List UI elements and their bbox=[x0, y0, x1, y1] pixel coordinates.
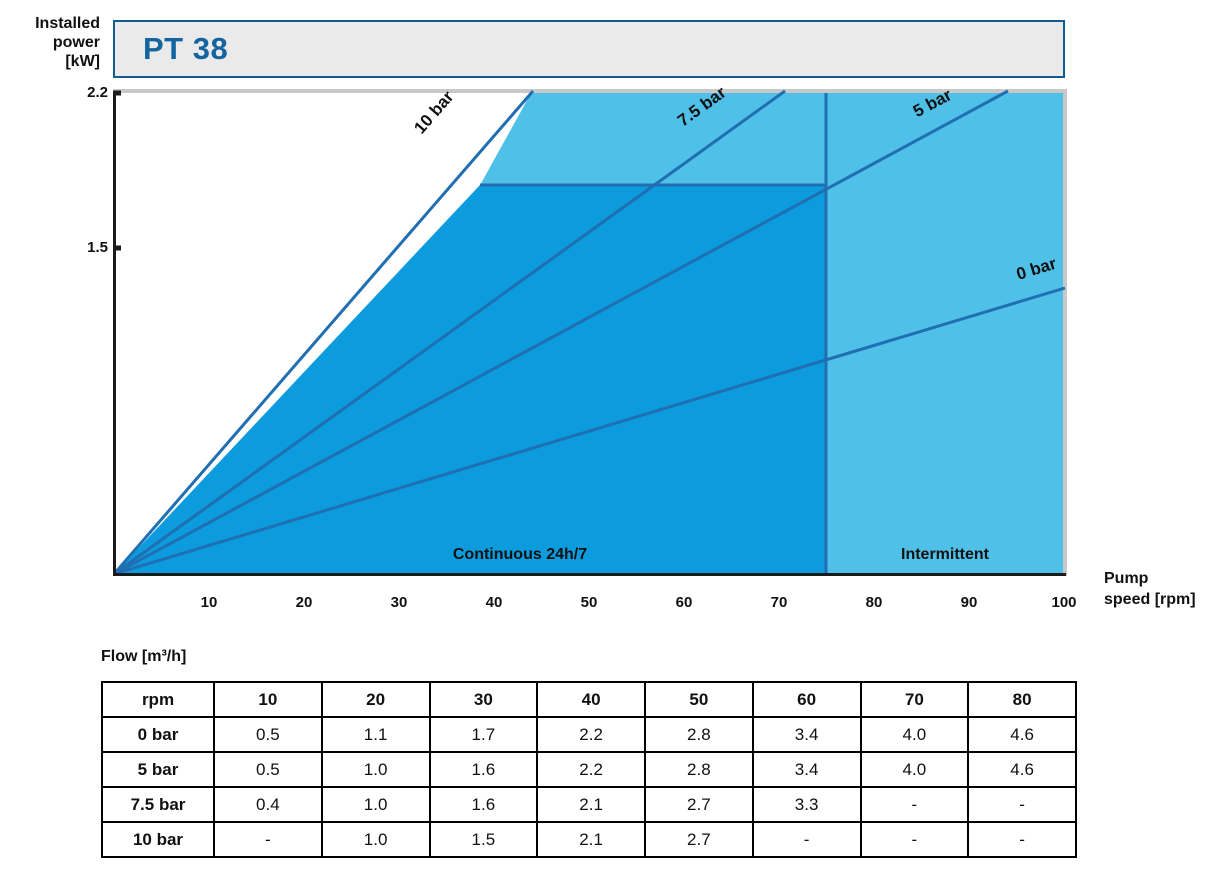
x-tick-label-100: 100 bbox=[1051, 594, 1077, 611]
table-cell: - bbox=[859, 821, 970, 858]
zone-upper-cap bbox=[480, 93, 1063, 185]
table-row: 7.5 bar 0.4 1.0 1.6 2.1 2.7 3.3 - - bbox=[101, 786, 1077, 823]
zone-label-intermittent: Intermittent bbox=[901, 546, 990, 563]
curve-10-bar bbox=[113, 90, 535, 575]
table-cell: 0.4 bbox=[213, 786, 323, 823]
table-row: 10 bar - 1.0 1.5 2.1 2.7 - - - bbox=[101, 821, 1077, 858]
table-cell: 1.5 bbox=[428, 821, 539, 858]
zone-upper-left-wedge bbox=[480, 93, 531, 185]
flow-table: rpm 10 20 30 40 50 60 70 80 0 bar 0.5 1.… bbox=[101, 681, 1077, 858]
table-cell: 1.1 bbox=[320, 716, 431, 753]
zone-label-continuous: Continuous 24h/7 bbox=[453, 546, 587, 563]
x-tick-label-60: 60 bbox=[675, 594, 693, 611]
x-tick-label-80: 80 bbox=[865, 594, 883, 611]
table-corner-cell: rpm bbox=[101, 681, 215, 718]
table-cell: 2.7 bbox=[644, 821, 754, 858]
table-cell: 3.4 bbox=[751, 716, 862, 753]
x-axis-caption: Pump speed [rpm] bbox=[1104, 568, 1226, 610]
table-cell: 1.0 bbox=[320, 821, 431, 858]
table-row: 0 bar 0.5 1.1 1.7 2.2 2.8 3.4 4.0 4.6 bbox=[101, 716, 1077, 753]
y-tick-label-1-5: 1.5 bbox=[87, 239, 108, 256]
table-cell: 0.5 bbox=[213, 751, 323, 788]
table-cell: 2.7 bbox=[644, 786, 754, 823]
table-cell: 3.3 bbox=[751, 786, 862, 823]
table-col-header-60: 60 bbox=[751, 681, 862, 718]
table-row-header-7-5-bar: 7.5 bar bbox=[101, 786, 215, 823]
table-cell: 2.2 bbox=[536, 751, 646, 788]
table-cell: 2.2 bbox=[536, 716, 646, 753]
table-cell: - bbox=[213, 821, 323, 858]
table-cell: 2.1 bbox=[536, 786, 646, 823]
table-col-header-30: 30 bbox=[428, 681, 539, 718]
table-col-header-40: 40 bbox=[536, 681, 646, 718]
table-cell: 1.0 bbox=[320, 751, 431, 788]
table-row-header-0-bar: 0 bar bbox=[101, 716, 215, 753]
table-cell: - bbox=[751, 821, 862, 858]
table-row-header-5-bar: 5 bar bbox=[101, 751, 215, 788]
x-tick-label-90: 90 bbox=[960, 594, 978, 611]
table-cell: 4.6 bbox=[967, 716, 1077, 753]
y-axis-caption-line-2: power bbox=[52, 34, 100, 51]
table-cell: 1.6 bbox=[428, 751, 539, 788]
table-col-header-10: 10 bbox=[213, 681, 323, 718]
x-tick-label-70: 70 bbox=[770, 594, 788, 611]
table-cell: 4.0 bbox=[859, 751, 970, 788]
power-speed-chart: 10 bar 7.5 bar 5 bar 0 bar Continuous 24… bbox=[113, 86, 1067, 576]
curve-0-bar bbox=[113, 286, 1066, 576]
x-axis-caption-line-1: Pump bbox=[1104, 570, 1149, 587]
table-col-header-20: 20 bbox=[320, 681, 431, 718]
table-cell: 1.0 bbox=[320, 786, 431, 823]
table-cell: 2.1 bbox=[536, 821, 646, 858]
x-tick-label-10: 10 bbox=[200, 594, 218, 611]
zone-intermittent-area bbox=[826, 185, 1063, 574]
model-title-box: PT 38 bbox=[113, 20, 1065, 78]
x-tick-label-50: 50 bbox=[580, 594, 598, 611]
table-cell: 1.6 bbox=[428, 786, 539, 823]
table-cell: 0.5 bbox=[213, 716, 323, 753]
table-row-header-10-bar: 10 bar bbox=[101, 821, 215, 858]
table-cell: 2.8 bbox=[644, 751, 754, 788]
table-col-header-80: 80 bbox=[967, 681, 1077, 718]
table-header-row: rpm 10 20 30 40 50 60 70 80 bbox=[101, 681, 1077, 718]
x-axis-caption-line-2: speed [rpm] bbox=[1104, 591, 1196, 608]
table-cell: 4.6 bbox=[967, 751, 1077, 788]
table-cell: 4.0 bbox=[859, 716, 970, 753]
table-cell: 3.4 bbox=[751, 751, 862, 788]
table-cell: 2.8 bbox=[644, 716, 754, 753]
x-tick-label-20: 20 bbox=[295, 594, 313, 611]
table-col-header-50: 50 bbox=[644, 681, 754, 718]
table-row: 5 bar 0.5 1.0 1.6 2.2 2.8 3.4 4.0 4.6 bbox=[101, 751, 1077, 788]
x-tick-label-40: 40 bbox=[485, 594, 503, 611]
y-tick-label-2-2: 2.2 bbox=[87, 84, 108, 101]
table-cell: - bbox=[967, 821, 1077, 858]
curve-7-5-bar bbox=[113, 89, 786, 576]
y-axis-caption-line-1: Installed bbox=[35, 15, 100, 32]
table-cell: - bbox=[967, 786, 1077, 823]
y-axis-caption: Installed power [kW] bbox=[0, 14, 100, 71]
y-axis-caption-line-3: [kW] bbox=[65, 53, 100, 70]
curve-5-bar bbox=[113, 89, 1009, 576]
page-title: PT 38 bbox=[143, 31, 229, 66]
table-col-header-70: 70 bbox=[859, 681, 970, 718]
x-tick-label-30: 30 bbox=[390, 594, 408, 611]
table-cell: 1.7 bbox=[428, 716, 539, 753]
table-cell: - bbox=[859, 786, 970, 823]
flow-table-caption: Flow [m³/h] bbox=[101, 648, 187, 665]
